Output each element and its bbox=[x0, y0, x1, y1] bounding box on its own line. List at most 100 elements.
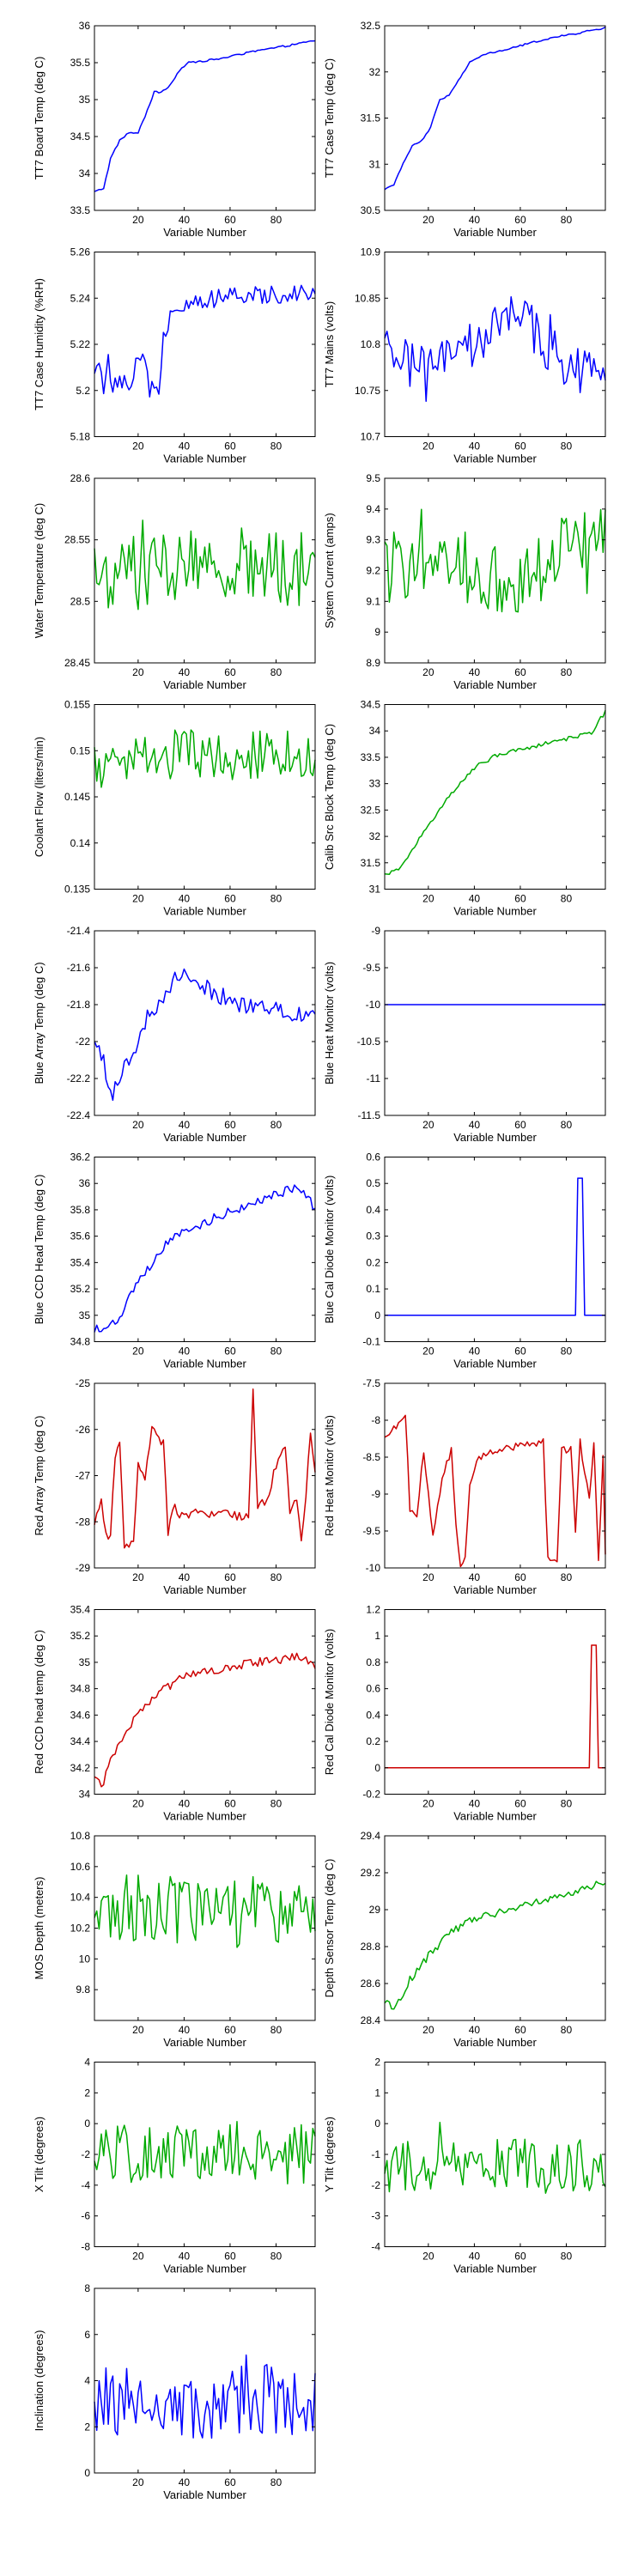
y-tick-label: 5.2 bbox=[76, 385, 90, 397]
y-tick-label: 31.5 bbox=[361, 857, 381, 869]
plot-frame bbox=[384, 1835, 606, 2021]
chart-panel: 20 40 60 80 8.9 9 9.1 9.2 9.3 9.4 9.5 Variable Numb… bbox=[323, 472, 606, 691]
y-tick-label: -1 bbox=[371, 2148, 380, 2160]
plot-frame bbox=[94, 1835, 316, 2021]
y-tick-label: 36.2 bbox=[70, 1151, 91, 1163]
y-tick-label: -8 bbox=[81, 2241, 90, 2253]
x-tick-label: 40 bbox=[469, 2024, 481, 2036]
chart-panel: 20 40 60 80 -22.4 -22.2 -22 -21.8 -21.6 -21.4 Vari… bbox=[33, 925, 316, 1144]
y-axis-label: Blue Cal Diode Monitor (volts) bbox=[323, 1176, 336, 1324]
x-tick-label: 20 bbox=[422, 214, 434, 226]
y-tick-label: 0 bbox=[374, 1762, 380, 1774]
y-axis-label: TT7 Mains (volts) bbox=[323, 301, 336, 387]
plot-frame bbox=[384, 704, 606, 890]
x-tick-label: 60 bbox=[224, 440, 236, 453]
y-tick-label: 10.4 bbox=[70, 1892, 91, 1904]
x-tick-label: 60 bbox=[224, 2024, 236, 2036]
x-tick-label: 80 bbox=[270, 666, 283, 678]
y-tick-label: 34.8 bbox=[70, 1336, 91, 1348]
x-tick-label: 80 bbox=[270, 1346, 283, 1358]
y-tick-label: 10.7 bbox=[361, 431, 381, 443]
y-tick-label: -21.8 bbox=[67, 999, 91, 1011]
chart-panel: 20 40 60 80 28.45 28.5 28.55 28.6 Variable Numbe… bbox=[33, 472, 316, 691]
x-tick-label: 40 bbox=[469, 1571, 481, 1583]
plot-frame bbox=[94, 2062, 316, 2247]
series-line bbox=[384, 508, 606, 613]
x-tick-label: 40 bbox=[469, 1119, 481, 1131]
x-tick-label: 20 bbox=[422, 1119, 434, 1131]
x-tick-label: 60 bbox=[514, 214, 526, 226]
chart-panel: 20 40 60 80 10.7 10.75 10.8 10.85 10.9 Variable N… bbox=[323, 246, 606, 465]
series-line bbox=[94, 1874, 316, 1948]
y-tick-label: 1.2 bbox=[366, 1604, 380, 1616]
chart-panel: 20 40 60 80 30.5 31 31.5 32 32.5 Variable Number T… bbox=[323, 20, 606, 239]
y-tick-label: 31 bbox=[369, 884, 381, 896]
y-tick-label: 35.8 bbox=[70, 1204, 91, 1216]
y-tick-label: 34.2 bbox=[70, 1762, 91, 1774]
plot-frame bbox=[94, 1382, 316, 1569]
y-tick-label: -9 bbox=[371, 925, 380, 937]
x-axis-label: Variable Number bbox=[163, 1810, 246, 1823]
x-tick-label: 60 bbox=[224, 1571, 236, 1583]
x-axis-label: Variable Number bbox=[163, 1131, 246, 1144]
x-tick-label: 40 bbox=[469, 214, 481, 226]
x-tick-label: 20 bbox=[132, 2024, 144, 2036]
x-axis-label: Variable Number bbox=[453, 226, 537, 239]
x-tick-label: 60 bbox=[224, 214, 236, 226]
y-tick-label: -25 bbox=[76, 1377, 91, 1389]
chart-panel: 20 40 60 80 9.8 10 10.2 10.4 10.6 10.8 Variable Nu… bbox=[33, 1830, 316, 2049]
series-line bbox=[94, 1652, 316, 1788]
plot-frame bbox=[384, 25, 606, 211]
y-tick-label: -2 bbox=[81, 2148, 90, 2160]
x-axis-label: Variable Number bbox=[163, 905, 246, 918]
y-axis-label: MOS Depth (meters) bbox=[33, 1877, 46, 1980]
x-tick-label: 80 bbox=[270, 1119, 283, 1131]
y-tick-label: 9.5 bbox=[366, 472, 380, 484]
x-tick-label: 60 bbox=[514, 1798, 526, 1810]
plot-frame bbox=[94, 1609, 316, 1795]
y-tick-label: 32.5 bbox=[361, 20, 381, 32]
y-tick-label: -8 bbox=[371, 1414, 380, 1426]
x-tick-label: 20 bbox=[422, 1346, 434, 1358]
y-tick-label: -0.2 bbox=[362, 1789, 380, 1801]
y-tick-label: -21.6 bbox=[67, 962, 91, 974]
chart-panel: 20 40 60 80 -0.1 0 0.1 0.2 0.3 0.4 0.5 0.6 Variable … bbox=[323, 1151, 606, 1370]
series-line bbox=[385, 1644, 605, 1769]
y-axis-label: Blue Array Temp (deg C) bbox=[33, 962, 46, 1084]
y-axis-label: TT7 Case Humidity (%RH) bbox=[33, 278, 46, 410]
y-tick-label: 10.8 bbox=[70, 1830, 91, 1842]
y-tick-label: -22.4 bbox=[67, 1109, 91, 1121]
chart-panel: 20 40 60 80 -11.5 -11 -10.5 -10 -9.5 -9 Variable N… bbox=[323, 925, 606, 1144]
x-tick-label: 40 bbox=[179, 2476, 191, 2488]
series-line bbox=[384, 1880, 606, 2010]
y-tick-label: 5.18 bbox=[70, 431, 91, 443]
x-tick-label: 80 bbox=[561, 893, 573, 905]
x-tick-label: 80 bbox=[561, 1571, 573, 1583]
y-tick-label: 31 bbox=[369, 158, 381, 170]
x-tick-label: 60 bbox=[514, 1119, 526, 1131]
chart-panel: 20 40 60 80 5.18 5.2 5.22 5.24 5.26 Variable Numb… bbox=[33, 246, 316, 465]
y-tick-label: 33.5 bbox=[70, 204, 91, 216]
x-tick-label: 20 bbox=[132, 214, 144, 226]
x-tick-label: 40 bbox=[179, 2251, 191, 2263]
y-tick-label: 32.5 bbox=[361, 804, 381, 816]
x-tick-label: 40 bbox=[469, 1798, 481, 1810]
y-tick-label: -0.1 bbox=[362, 1336, 380, 1348]
x-tick-label: 20 bbox=[132, 666, 144, 678]
y-tick-label: 36 bbox=[79, 20, 91, 32]
y-tick-label: 34.4 bbox=[70, 1735, 91, 1747]
x-tick-label: 60 bbox=[224, 2251, 236, 2263]
x-tick-label: 40 bbox=[469, 440, 481, 453]
y-tick-label: 28.6 bbox=[361, 1978, 381, 1990]
y-tick-label: 0.135 bbox=[64, 884, 90, 896]
x-axis-label: Variable Number bbox=[453, 453, 537, 465]
series-line bbox=[94, 1184, 316, 1333]
y-tick-label: 10.75 bbox=[355, 385, 380, 397]
y-tick-label: 35 bbox=[79, 1656, 91, 1668]
plot-frame bbox=[94, 930, 316, 1116]
y-tick-label: 32 bbox=[369, 66, 381, 78]
y-tick-label: 0.4 bbox=[366, 1709, 380, 1721]
y-tick-label: 28.6 bbox=[70, 472, 91, 484]
series-line bbox=[94, 39, 316, 192]
x-axis-label: Variable Number bbox=[453, 2263, 537, 2275]
